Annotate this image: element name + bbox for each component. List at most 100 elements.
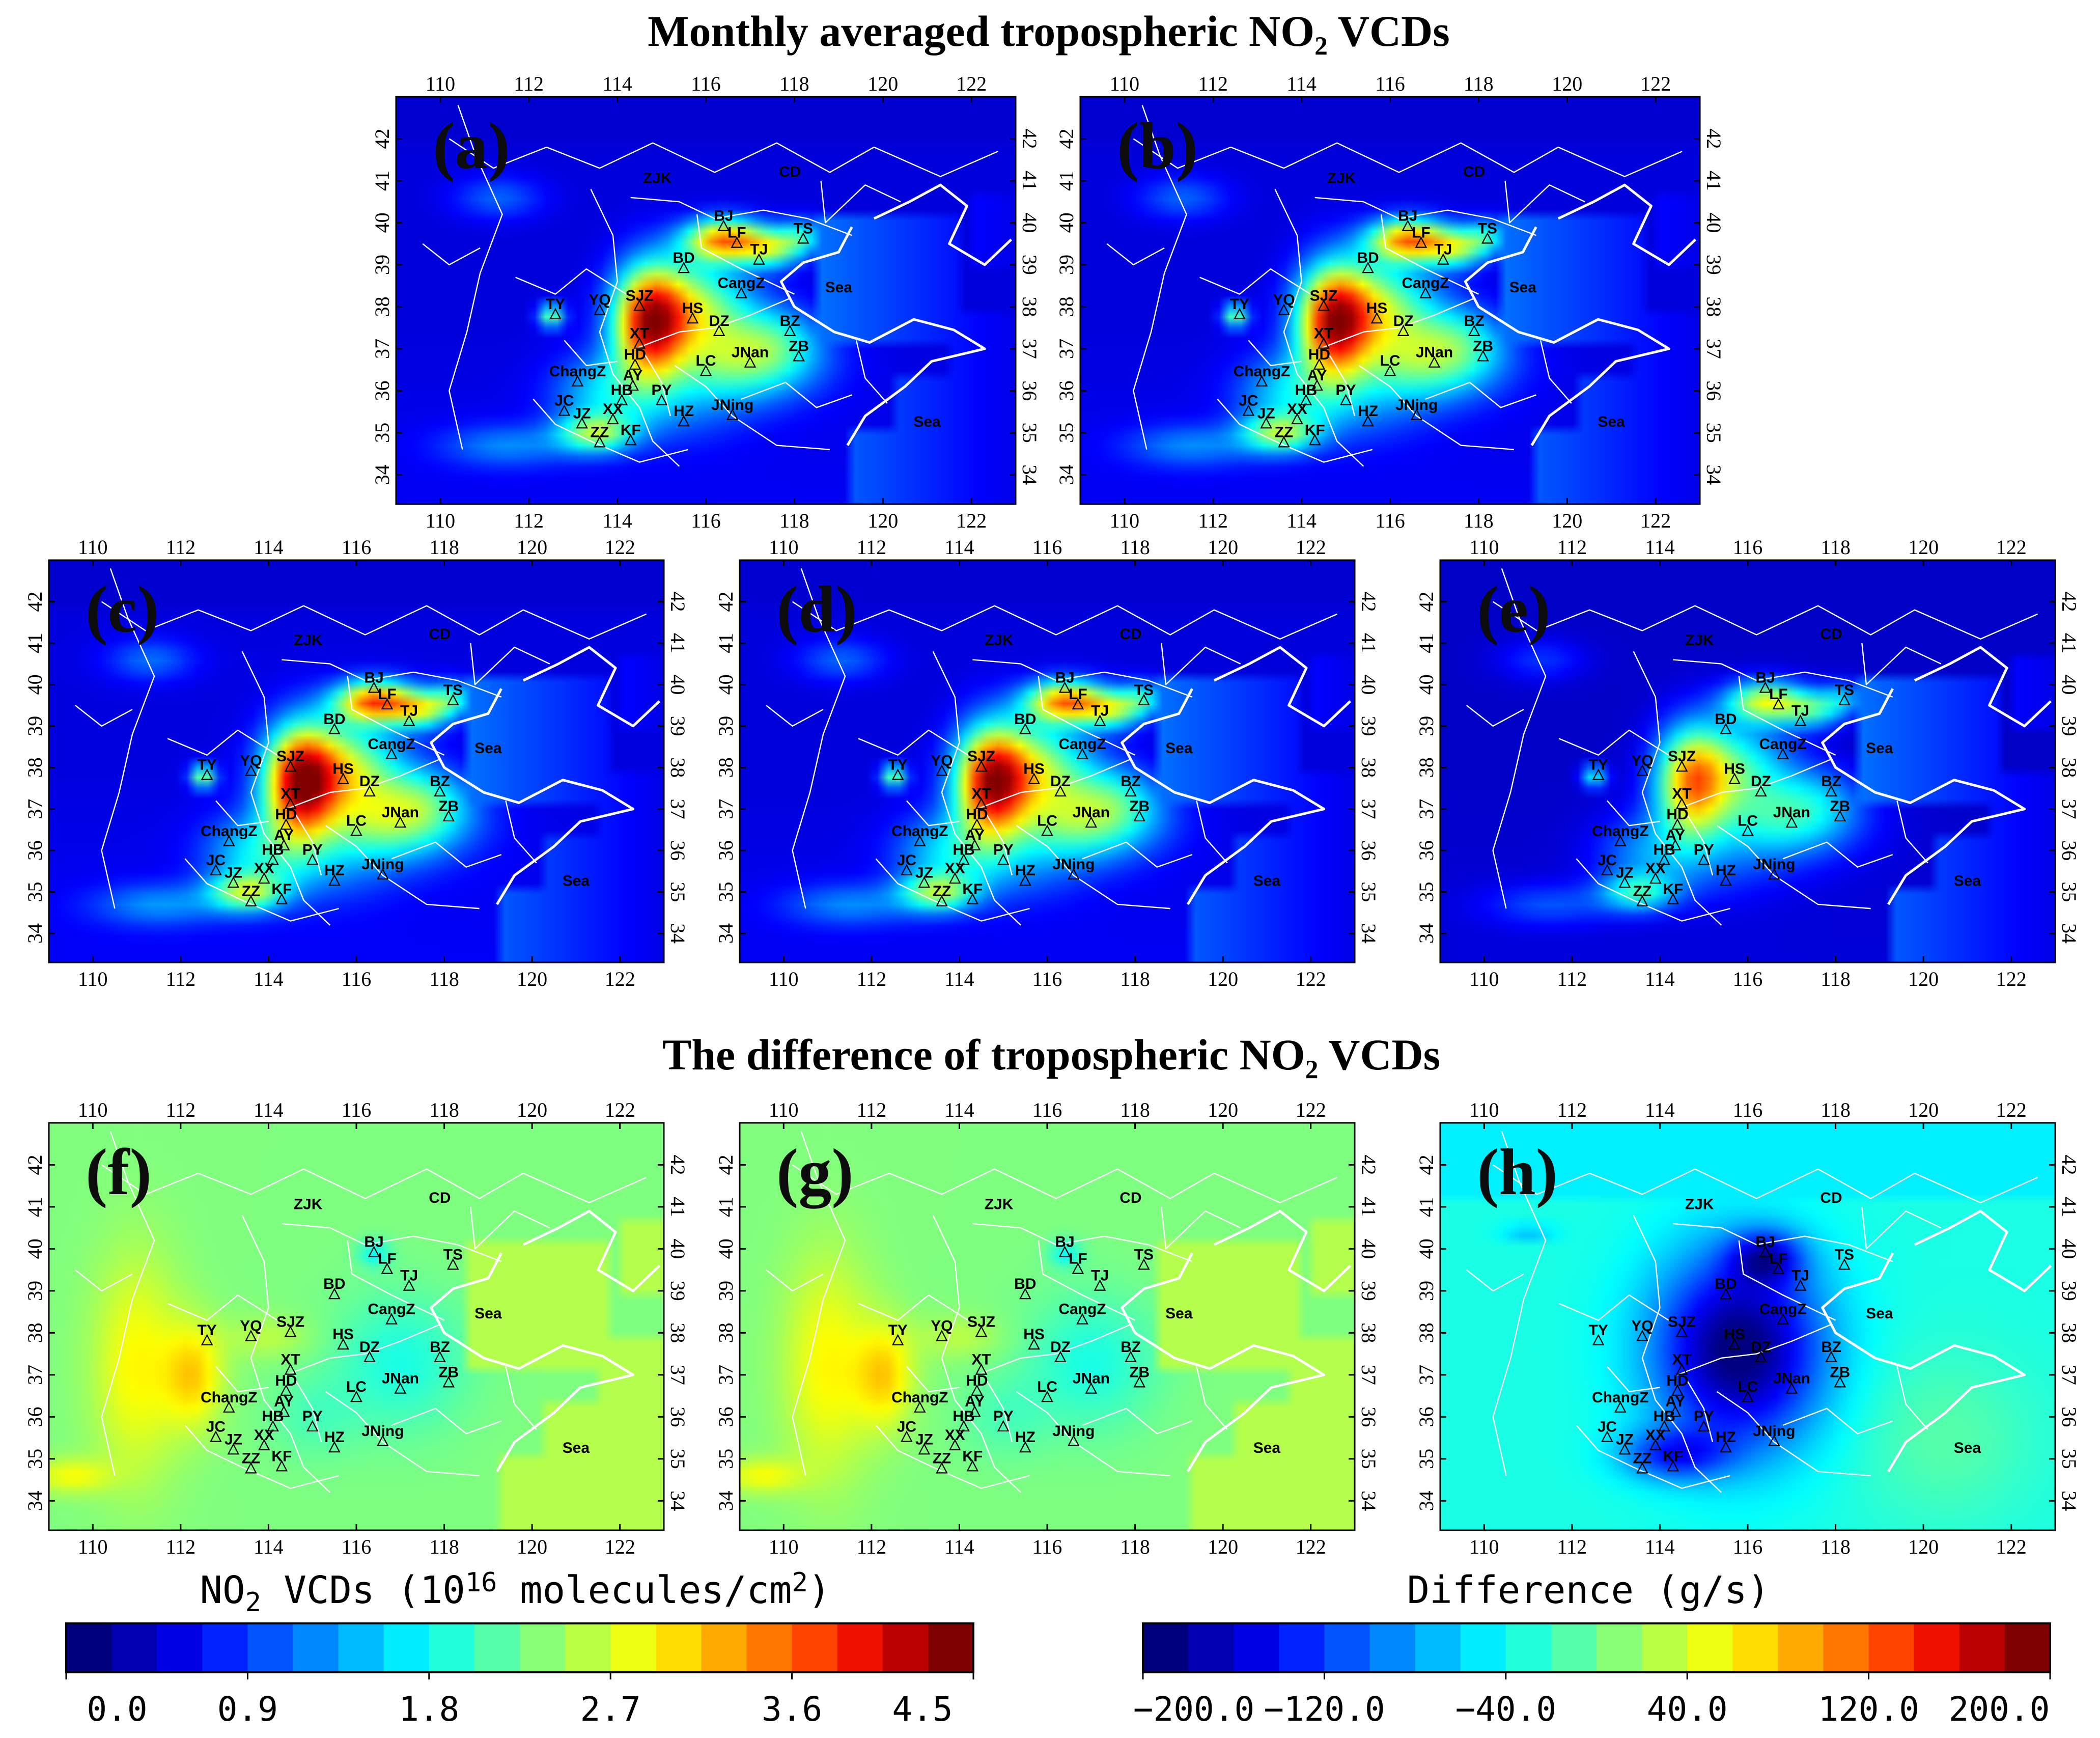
city-marker bbox=[1825, 785, 1837, 797]
city-marker bbox=[350, 824, 362, 836]
city-marker bbox=[1255, 375, 1268, 387]
lon-tick-label: 116 bbox=[342, 1098, 372, 1121]
lat-tick-label: 37 bbox=[371, 339, 394, 359]
city-label: ChangZ bbox=[201, 1389, 258, 1406]
axis-ticks: 110 110 112 112 114 114 116 116 118 118 120 120 122 1… bbox=[371, 72, 1041, 532]
city-marker bbox=[744, 356, 757, 368]
city-label: HB bbox=[262, 1408, 284, 1425]
lat-tick-label: 40 bbox=[23, 1238, 46, 1259]
city-marker bbox=[633, 299, 646, 311]
lat-tick-label: 34 bbox=[714, 1491, 737, 1511]
colorbar-swatch bbox=[1234, 1623, 1279, 1672]
lon-tick-label: 122 bbox=[1996, 1535, 2027, 1558]
city-marker bbox=[1759, 681, 1772, 693]
lat-tick-label: 34 bbox=[1055, 464, 1078, 485]
lat-tick-label: 37 bbox=[1055, 339, 1078, 359]
city-label: JNan bbox=[382, 1370, 419, 1387]
city-marker bbox=[1058, 1246, 1071, 1257]
city-marker bbox=[227, 876, 240, 888]
lat-tick-label: 41 bbox=[2058, 1197, 2081, 1217]
city-marker bbox=[381, 1262, 394, 1274]
city-label: YQ bbox=[240, 752, 262, 769]
lat-tick-label: 34 bbox=[666, 1491, 689, 1511]
city-label: ZZ bbox=[1633, 1450, 1652, 1467]
lon-tick-label: 120 bbox=[517, 1535, 547, 1558]
city-marker bbox=[948, 872, 961, 884]
city-label: TS bbox=[443, 1246, 463, 1263]
city-label: ChangZ bbox=[549, 363, 606, 380]
lon-tick-label: 118 bbox=[1464, 509, 1494, 532]
city-label: CangZ bbox=[368, 736, 415, 753]
lat-tick-label: 38 bbox=[1415, 1322, 1438, 1343]
lat-tick-label: 37 bbox=[666, 1365, 689, 1385]
city-label: HB bbox=[611, 382, 633, 399]
city-marker bbox=[936, 1330, 948, 1341]
city-marker bbox=[1028, 1338, 1040, 1350]
city-marker bbox=[337, 773, 349, 784]
coastline bbox=[430, 1252, 635, 1472]
city-marker bbox=[280, 1384, 292, 1396]
colorbars: NO2 VCDs (1016 molecules/cm2) 0.0 0.9 1.8 2.… bbox=[65, 1567, 2051, 1729]
city-marker bbox=[275, 893, 288, 904]
city-marker bbox=[1667, 893, 1679, 904]
lon-tick-label: 112 bbox=[1198, 72, 1228, 95]
city-label: SJZ bbox=[626, 287, 654, 304]
city-marker bbox=[1742, 1390, 1754, 1402]
lon-tick-label: 120 bbox=[1908, 968, 1939, 990]
lat-tick-label: 34 bbox=[1415, 923, 1438, 944]
city-label: XT bbox=[630, 325, 649, 342]
lat-tick-label: 40 bbox=[1055, 212, 1078, 233]
city-label: TS bbox=[1835, 682, 1854, 699]
city-label: LF bbox=[1069, 686, 1087, 703]
lon-tick-label: 112 bbox=[1198, 509, 1228, 532]
city-label: Sea bbox=[1165, 740, 1193, 757]
province-boundaries bbox=[1106, 105, 1697, 467]
city-marker bbox=[1618, 876, 1631, 888]
coastline bbox=[1914, 646, 2052, 728]
city-label: HS bbox=[1724, 761, 1745, 778]
city-label: Sea bbox=[1253, 873, 1281, 890]
city-label: Sea bbox=[1954, 1440, 1981, 1456]
lon-tick-label: 114 bbox=[254, 1535, 284, 1558]
lon-tick-label: 110 bbox=[769, 968, 799, 990]
colorbar-tick-label: 2.7 bbox=[580, 1690, 641, 1729]
lon-tick-label: 118 bbox=[1821, 536, 1851, 559]
city-label: ZJK bbox=[985, 632, 1014, 649]
lon-tick-label: 110 bbox=[78, 1535, 108, 1558]
city-marker bbox=[1777, 748, 1789, 759]
panel-f: 110 110 112 112 114 114 116 116 118 118 120 120 122 1… bbox=[23, 1098, 689, 1558]
city-label: XT bbox=[281, 1351, 300, 1368]
city-label: HD bbox=[275, 806, 297, 823]
city-label: AY bbox=[623, 367, 643, 384]
city-label: BJ bbox=[1055, 1234, 1074, 1251]
city-label: CangZ bbox=[1058, 736, 1106, 753]
city-marker bbox=[901, 1430, 913, 1442]
colorbar-swatch bbox=[1732, 1623, 1778, 1672]
lat-tick-label: 41 bbox=[1702, 171, 1725, 191]
city-label: JNing bbox=[1753, 1423, 1795, 1440]
city-label: TY bbox=[1588, 1322, 1608, 1339]
city-label: CangZ bbox=[1402, 275, 1449, 292]
city-label: JZ bbox=[915, 864, 933, 881]
city-label: TS bbox=[794, 220, 813, 237]
lon-tick-label: 110 bbox=[1469, 536, 1499, 559]
lat-tick-label: 40 bbox=[1357, 1238, 1380, 1259]
city-label: BD bbox=[1715, 711, 1737, 728]
lat-tick-label: 39 bbox=[1357, 1281, 1380, 1301]
lat-tick-label: 41 bbox=[666, 633, 689, 653]
city-marker bbox=[975, 1326, 988, 1337]
city-label: Sea bbox=[1866, 1305, 1893, 1322]
city-marker bbox=[1318, 299, 1330, 311]
city-label: DZ bbox=[709, 313, 730, 329]
city-marker bbox=[891, 768, 904, 780]
lat-tick-label: 38 bbox=[1018, 296, 1041, 317]
lon-tick-label: 122 bbox=[605, 1535, 635, 1558]
city-marker bbox=[783, 324, 796, 336]
city-label: CangZ bbox=[1759, 1301, 1806, 1318]
city-label: HD bbox=[275, 1372, 297, 1389]
city-marker bbox=[376, 868, 389, 880]
city-label: XX bbox=[1645, 860, 1666, 877]
coastline bbox=[1213, 1209, 1352, 1292]
city-label: LC bbox=[696, 352, 716, 369]
city-marker bbox=[901, 864, 913, 875]
